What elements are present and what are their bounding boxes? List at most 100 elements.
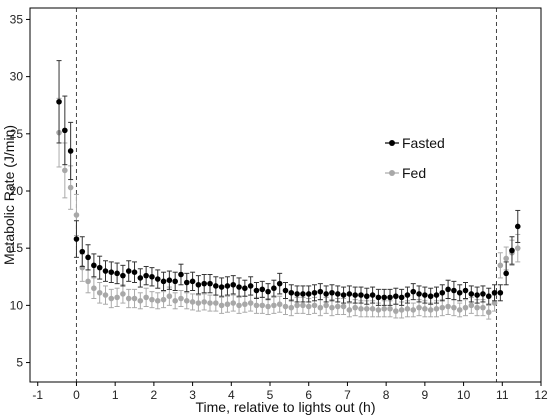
data-point [456, 289, 463, 296]
y-tick-label: 30 [10, 70, 24, 84]
data-point [224, 283, 231, 289]
data-point [201, 299, 208, 305]
data-point [451, 287, 457, 294]
data-point [166, 277, 173, 284]
data-point [207, 300, 213, 306]
series-layer [56, 60, 521, 320]
data-point [160, 278, 167, 285]
data-point [462, 287, 469, 294]
data-point [346, 291, 353, 297]
data-point [433, 292, 440, 298]
data-point [79, 248, 86, 255]
data-point [195, 300, 202, 306]
data-point [218, 302, 225, 309]
data-point [514, 245, 521, 251]
data-point [398, 307, 405, 313]
x-tick-label: 6 [305, 388, 312, 402]
data-point [381, 294, 388, 301]
legend-label: Fed [402, 165, 426, 181]
data-point [416, 291, 422, 297]
y-tick-label: 15 [10, 241, 24, 255]
data-point [393, 293, 399, 300]
legend: Fasted Fed [385, 135, 445, 181]
data-point [503, 255, 509, 262]
data-point [288, 304, 295, 311]
data-point [230, 300, 237, 306]
data-point [462, 304, 469, 311]
data-point [213, 300, 219, 306]
data-point [137, 297, 144, 304]
data-point [334, 291, 341, 297]
data-point [108, 295, 115, 302]
data-point [381, 306, 388, 312]
data-point [485, 293, 492, 300]
data-point [242, 285, 248, 292]
data-point [317, 288, 324, 295]
data-point [218, 284, 225, 290]
series-fasted [56, 60, 521, 306]
data-point [67, 148, 74, 154]
data-point [445, 286, 451, 293]
data-point [491, 300, 498, 306]
x-tick-label: 2 [151, 388, 158, 402]
data-point [514, 223, 521, 230]
data-point [271, 285, 277, 292]
x-tick-label: 9 [422, 388, 429, 402]
data-point [404, 306, 411, 312]
data-point [230, 281, 237, 288]
data-point [236, 284, 242, 290]
data-point [491, 289, 498, 296]
data-point [334, 303, 341, 310]
data-point [288, 289, 295, 296]
data-point [259, 302, 266, 309]
data-point [201, 280, 208, 287]
data-point [247, 283, 254, 289]
data-point [305, 303, 312, 310]
data-point [300, 302, 306, 309]
x-axis-title: Time, relative to lights out (h) [196, 399, 376, 415]
data-point [62, 127, 68, 134]
data-point [85, 278, 91, 285]
data-point [67, 184, 74, 191]
data-point [224, 301, 231, 308]
data-point [451, 304, 457, 311]
y-tick-label: 5 [16, 356, 23, 370]
data-point [189, 299, 196, 305]
data-point [96, 264, 103, 271]
data-point [439, 304, 446, 311]
x-axis: -1 0 1 2 3 4 5 6 7 8 9 10 11 12 [32, 382, 548, 402]
data-point [300, 291, 306, 297]
data-point [172, 278, 178, 285]
data-point [131, 295, 138, 302]
x-tick-label: 12 [534, 388, 548, 402]
data-point [178, 295, 184, 302]
data-point [329, 289, 335, 296]
data-point [433, 306, 440, 312]
data-point [480, 304, 486, 311]
data-point [114, 270, 120, 277]
data-point [294, 291, 300, 297]
data-point [131, 269, 138, 276]
data-point [317, 304, 324, 311]
data-point [340, 292, 347, 298]
data-point [427, 307, 434, 313]
legend-marker [389, 140, 395, 146]
data-point [236, 302, 242, 309]
data-point [387, 294, 393, 301]
data-point [503, 270, 509, 277]
data-point [422, 306, 428, 312]
x-tick-label: -1 [32, 388, 43, 402]
data-point [410, 307, 417, 313]
data-point [416, 304, 422, 311]
y-axis: 5 10 15 20 25 30 35 [10, 12, 30, 370]
data-point [282, 303, 289, 310]
legend-marker [389, 170, 395, 176]
x-tick-label: 11 [496, 388, 509, 402]
data-point [160, 296, 167, 303]
data-point [154, 276, 161, 282]
data-point [114, 294, 120, 301]
x-tick-label: 10 [457, 388, 471, 402]
data-point [311, 289, 318, 296]
data-point [369, 306, 376, 312]
